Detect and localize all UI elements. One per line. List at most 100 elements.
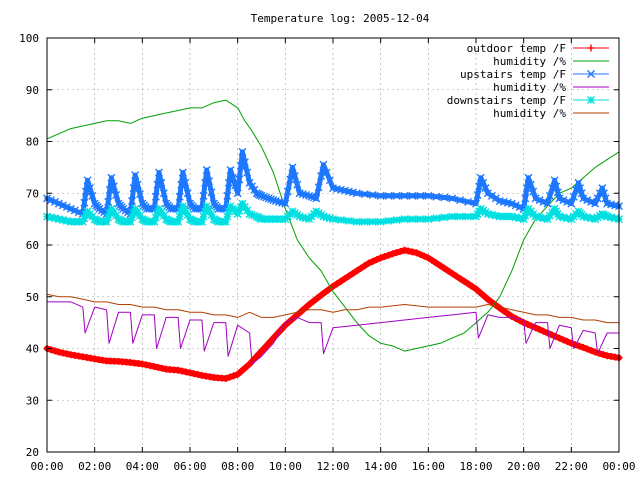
data-point-marker	[408, 215, 417, 224]
data-point-marker	[416, 191, 425, 200]
data-point-marker	[235, 175, 244, 184]
data-point-marker	[47, 346, 55, 354]
data-point-marker	[567, 199, 576, 208]
data-point-marker	[440, 193, 449, 202]
data-point-marker	[496, 304, 504, 312]
data-point-marker	[360, 190, 369, 199]
data-point-marker	[385, 251, 393, 259]
data-point-marker	[190, 370, 198, 378]
data-point-marker	[157, 178, 166, 187]
data-point-marker	[307, 192, 316, 201]
x-tick-label: 08:00	[221, 460, 254, 473]
data-point-marker	[587, 197, 596, 206]
data-point-marker	[233, 189, 242, 198]
data-point-marker	[321, 288, 329, 296]
data-point-marker	[547, 331, 555, 339]
data-point-marker	[529, 187, 538, 196]
data-point-marker	[479, 178, 488, 187]
data-point-marker	[54, 199, 63, 208]
data-point-marker	[281, 199, 290, 208]
data-point-marker	[516, 317, 524, 325]
data-point-marker	[186, 369, 194, 377]
data-point-marker	[575, 342, 583, 350]
legend-item: humidity /%	[493, 107, 609, 120]
data-point-marker	[175, 192, 184, 201]
data-point-marker	[238, 199, 247, 208]
data-point-marker	[440, 213, 449, 222]
data-point-marker	[254, 351, 262, 359]
data-point-marker	[194, 371, 202, 379]
data-point-marker	[376, 217, 385, 226]
data-point-marker	[344, 216, 353, 225]
data-point-marker	[539, 197, 548, 206]
x-tick-label: 22:00	[555, 460, 588, 473]
data-point-marker	[389, 250, 397, 258]
grid-lines	[47, 38, 619, 452]
data-point-marker	[313, 294, 321, 302]
data-point-marker	[181, 178, 190, 187]
data-point-marker	[456, 212, 465, 221]
data-point-marker	[583, 345, 591, 353]
x-tick-label: 00:00	[30, 460, 63, 473]
data-point-marker	[432, 214, 441, 223]
data-point-marker	[159, 189, 168, 198]
data-point-marker	[464, 212, 473, 221]
y-tick-label: 20	[26, 446, 39, 459]
data-point-marker	[325, 176, 334, 185]
data-point-marker	[329, 215, 337, 224]
legend-item: upstairs temp /F	[460, 68, 609, 81]
y-tick-label: 30	[26, 394, 39, 407]
x-tick-label: 02:00	[78, 460, 111, 473]
data-point-marker	[104, 197, 113, 206]
data-point-marker	[58, 201, 67, 210]
data-point-marker	[317, 291, 325, 299]
data-point-marker	[428, 257, 436, 265]
data-point-marker	[448, 212, 457, 221]
data-point-marker	[46, 196, 55, 205]
y-tick-label: 60	[26, 239, 39, 252]
data-point-marker	[587, 44, 595, 52]
data-point-marker	[483, 189, 492, 198]
data-point-marker	[559, 336, 567, 344]
data-point-marker	[360, 217, 369, 226]
data-point-marker	[540, 327, 548, 335]
data-point-marker	[536, 326, 544, 334]
data-point-marker	[247, 182, 256, 191]
data-point-marker	[147, 204, 156, 213]
data-point-marker	[51, 347, 59, 355]
data-point-marker	[142, 361, 150, 369]
data-point-marker	[587, 347, 595, 355]
data-point-marker	[555, 334, 563, 342]
data-point-marker	[480, 292, 488, 300]
series-line	[46, 293, 620, 324]
data-point-marker	[579, 343, 587, 351]
data-point-marker	[107, 173, 116, 182]
y-tick-label: 70	[26, 187, 39, 200]
data-point-marker	[576, 184, 585, 193]
x-tick-label: 18:00	[459, 460, 492, 473]
data-point-marker	[269, 196, 278, 205]
legend-item: downstairs temp /F	[447, 94, 609, 107]
data-point-marker	[112, 190, 121, 199]
data-point-marker	[521, 194, 530, 203]
data-point-marker	[155, 168, 164, 177]
data-point-marker	[305, 191, 314, 200]
data-point-marker	[222, 375, 230, 383]
series-4	[46, 301, 620, 365]
data-point-marker	[563, 338, 571, 346]
data-point-marker	[524, 320, 532, 328]
data-point-marker	[133, 180, 142, 189]
data-point-marker	[432, 192, 441, 201]
data-point-marker	[424, 191, 433, 200]
data-point-marker	[392, 191, 401, 200]
data-point-marker	[448, 269, 456, 277]
data-point-marker	[317, 172, 326, 180]
data-point-marker	[424, 215, 433, 224]
legend-label: upstairs temp /F	[460, 68, 566, 81]
data-point-marker	[524, 173, 533, 182]
data-point-marker	[404, 247, 412, 255]
data-point-marker	[481, 184, 490, 193]
data-point-marker	[491, 194, 500, 203]
data-point-marker	[476, 173, 485, 182]
